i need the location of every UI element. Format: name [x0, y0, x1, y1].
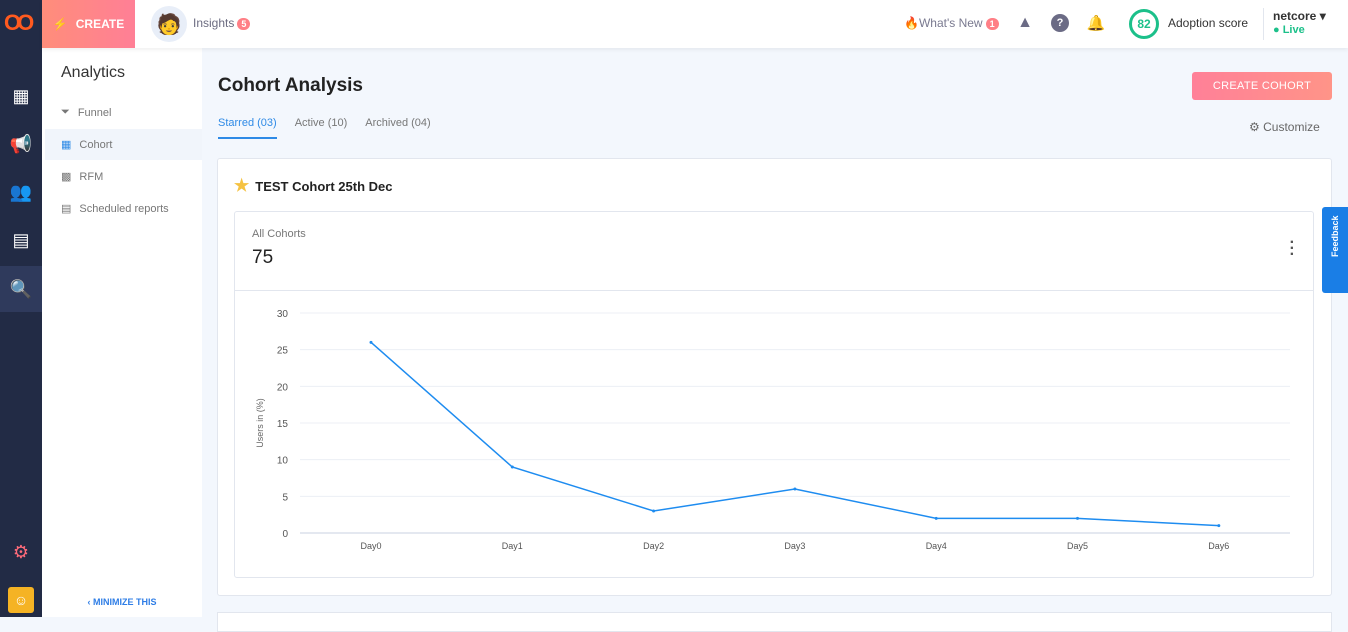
divider — [1263, 8, 1264, 40]
y-tick-label: 20 — [277, 382, 289, 393]
help-icon[interactable]: ? — [1051, 14, 1069, 32]
tab-archived[interactable]: Archived (04) — [365, 117, 431, 129]
x-tick-label: Day2 — [643, 541, 664, 551]
layout-icon[interactable]: ▤ — [12, 229, 30, 250]
minimize-sidebar-button[interactable]: ‹ MINIMIZE THIS — [87, 597, 157, 607]
whats-new-badge: 1 — [985, 18, 999, 30]
x-tick-label: Day4 — [926, 541, 947, 551]
cohort-tabs: Starred (03) Active (10) Archived (04) — [218, 117, 431, 139]
y-tick-label: 15 — [277, 419, 289, 430]
whats-new-link[interactable]: 🔥What's New 1 — [904, 16, 999, 30]
cohort-count: 75 — [252, 247, 274, 268]
megaphone-icon[interactable]: 📢 — [9, 133, 33, 154]
sidebar-item-funnel[interactable]: ⏷ Funnel — [61, 106, 112, 119]
bell-icon[interactable]: 🔔 — [1086, 15, 1106, 32]
y-axis-label: Users in (%) — [255, 398, 265, 448]
page-title: Cohort Analysis — [218, 75, 363, 96]
adoption-score-label[interactable]: Adoption score — [1168, 16, 1249, 30]
sidebar-item-scheduled-reports[interactable]: ▤ Scheduled reports — [61, 202, 169, 216]
rfm-icon: ▩ — [61, 171, 72, 183]
avatar[interactable]: 🧑 — [151, 6, 187, 42]
insights-badge: 5 — [237, 18, 251, 30]
x-tick-label: Day1 — [502, 541, 523, 551]
tab-active[interactable]: Active (10) — [294, 117, 348, 129]
all-cohorts-label: All Cohorts — [252, 228, 306, 240]
y-tick-label: 5 — [282, 492, 288, 503]
warning-icon[interactable]: ▲ — [1017, 14, 1033, 31]
more-options-icon[interactable]: · · · — [1289, 234, 1295, 263]
data-point — [793, 487, 797, 491]
create-button[interactable]: ⚡ CREATE — [42, 0, 135, 48]
account-dropdown[interactable]: netcore ▾ — [1273, 9, 1326, 23]
star-icon[interactable]: ★ — [234, 176, 250, 195]
sidebar-item-rfm[interactable]: ▩ RFM — [61, 170, 104, 184]
tab-starred[interactable]: Starred (03) — [218, 117, 277, 139]
live-status: ● Live — [1273, 24, 1305, 36]
bolt-icon: ⚡ — [52, 17, 68, 31]
create-cohort-button[interactable]: CREATE COHORT — [1192, 72, 1332, 100]
x-tick-label: Day6 — [1208, 541, 1229, 551]
y-tick-label: 10 — [277, 456, 289, 467]
analytics-icon[interactable]: 🔍 — [0, 266, 42, 312]
customize-button[interactable]: ⚙ Customize — [1249, 120, 1320, 134]
funnel-icon: ⏷ — [61, 106, 70, 118]
dashboard-icon[interactable]: ▦ — [12, 85, 30, 106]
feedback-tab[interactable]: Feedback — [1322, 207, 1348, 293]
analytics-sidebar: Analytics ⏷ Funnel ▦ Cohort ▩ RFM ▤ Schedule… — [42, 48, 202, 617]
cohort-chart-panel: All Cohorts 75 · · · — [234, 211, 1314, 578]
caret-down-icon: ▾ — [1319, 9, 1326, 23]
y-tick-label: 30 — [277, 309, 289, 320]
data-point — [510, 465, 514, 469]
y-tick-label: 25 — [277, 346, 289, 357]
x-tick-label: Day3 — [784, 541, 805, 551]
data-point — [1076, 516, 1079, 520]
table-icon: ▦ — [61, 139, 72, 151]
users-icon[interactable]: 👥 — [9, 181, 33, 202]
y-tick-label: 0 — [282, 529, 288, 540]
divider — [235, 290, 1313, 291]
gear-icon: ⚙ — [1249, 120, 1260, 134]
top-bar: ⚡ CREATE 🧑 Insights 5 🔥What's New 1 ▲ ? 🔔 8… — [42, 0, 1348, 48]
sidebar-title: Analytics — [61, 64, 126, 81]
brand-logo-icon[interactable]: OO — [4, 10, 34, 35]
sidebar-item-cohort[interactable]: ▦ Cohort — [45, 129, 202, 160]
data-point — [652, 509, 656, 513]
cohort-card-title: ★ TEST Cohort 25th Dec — [234, 176, 393, 195]
retention-line-chart: 0 5 10 15 20 25 30 Day0 Day1 Day2 Day3 Day4 Day5 Day6… — [255, 309, 1290, 551]
series-line — [370, 341, 1219, 527]
data-point — [1217, 524, 1221, 528]
settings-icon[interactable]: ⚙ — [12, 541, 30, 562]
x-tick-label: Day0 — [360, 541, 381, 551]
report-icon: ▤ — [61, 203, 72, 215]
data-point — [369, 340, 373, 344]
fire-icon: 🔥 — [904, 16, 919, 30]
cohort-card: ★ TEST Cohort 25th Dec All Cohorts 75 · · · — [217, 158, 1332, 596]
insights-link[interactable]: Insights 5 — [193, 16, 251, 30]
profile-icon[interactable]: ☺ — [0, 580, 42, 620]
adoption-score-ring[interactable]: 82 — [1129, 9, 1159, 39]
data-point — [934, 516, 938, 520]
app-rail: OO ▦ 📢 👥 ▤ 🔍 ⚙ ☺ — [0, 0, 42, 617]
x-tick-label: Day5 — [1067, 541, 1088, 551]
